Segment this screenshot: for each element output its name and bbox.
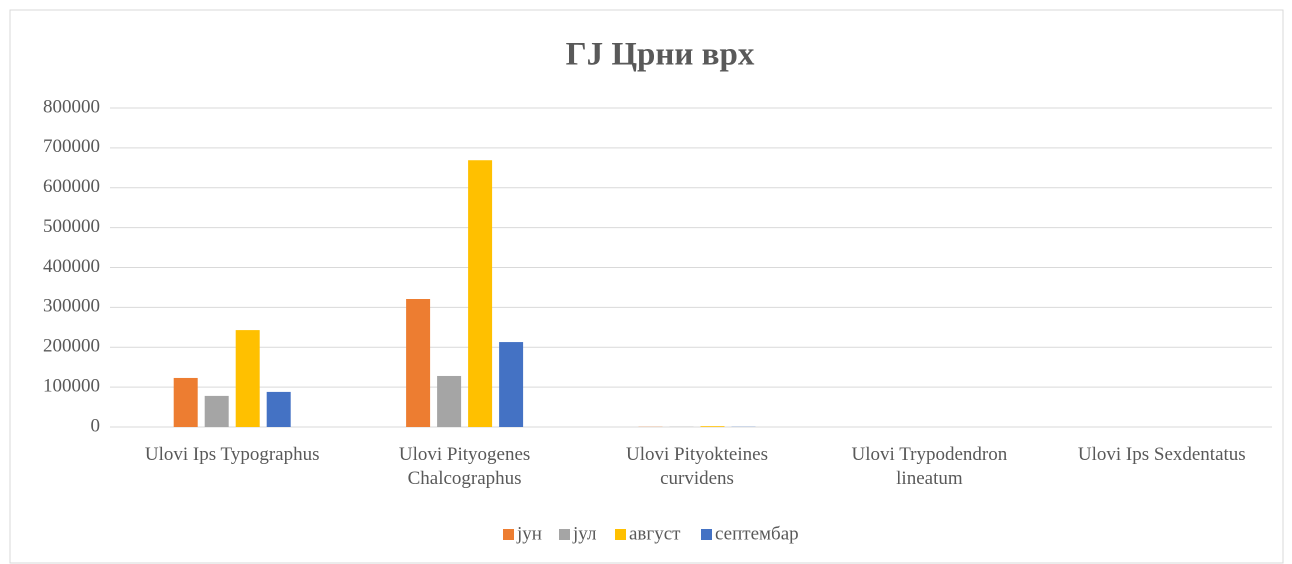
legend-label: септембар — [715, 523, 799, 544]
legend-label: јул — [572, 523, 597, 544]
y-tick-label: 200000 — [43, 336, 100, 357]
x-tick-label: Ulovi Pityogenes Chalcographus — [398, 444, 531, 489]
y-tick-label: 700000 — [43, 136, 100, 157]
y-tick-label: 0 — [91, 415, 101, 436]
y-tick-label: 100000 — [43, 375, 100, 396]
bar — [700, 426, 725, 427]
legend-label: јун — [516, 523, 542, 544]
legend-label: август — [629, 523, 681, 544]
y-tick-label: 800000 — [43, 96, 100, 117]
x-tick-label: Ulovi Pityokteines curvidens — [626, 444, 768, 489]
y-tick-label: 300000 — [43, 296, 100, 317]
bar — [468, 160, 493, 427]
chart-border — [9, 9, 1284, 564]
y-tick-label: 600000 — [43, 176, 100, 197]
x-tick-label: Ulovi Ips Sexdentatus — [1077, 444, 1246, 465]
x-tick-label: Ulovi Ips Typographus — [144, 444, 320, 465]
legend-swatch — [559, 529, 570, 540]
legend-swatch — [701, 529, 712, 540]
legend-swatch — [503, 529, 514, 540]
chart-title: ГЈ Црни врх — [566, 37, 755, 73]
bar — [437, 375, 462, 427]
bar — [235, 330, 260, 427]
bar — [499, 342, 524, 427]
bar — [173, 377, 198, 427]
bar — [266, 391, 291, 427]
bar — [204, 395, 229, 427]
legend-swatch — [615, 529, 626, 540]
bar — [406, 299, 431, 427]
y-tick-label: 400000 — [43, 256, 100, 277]
x-tick-label: Ulovi Trypodendron lineatum — [851, 444, 1008, 489]
y-tick-label: 500000 — [43, 216, 100, 237]
